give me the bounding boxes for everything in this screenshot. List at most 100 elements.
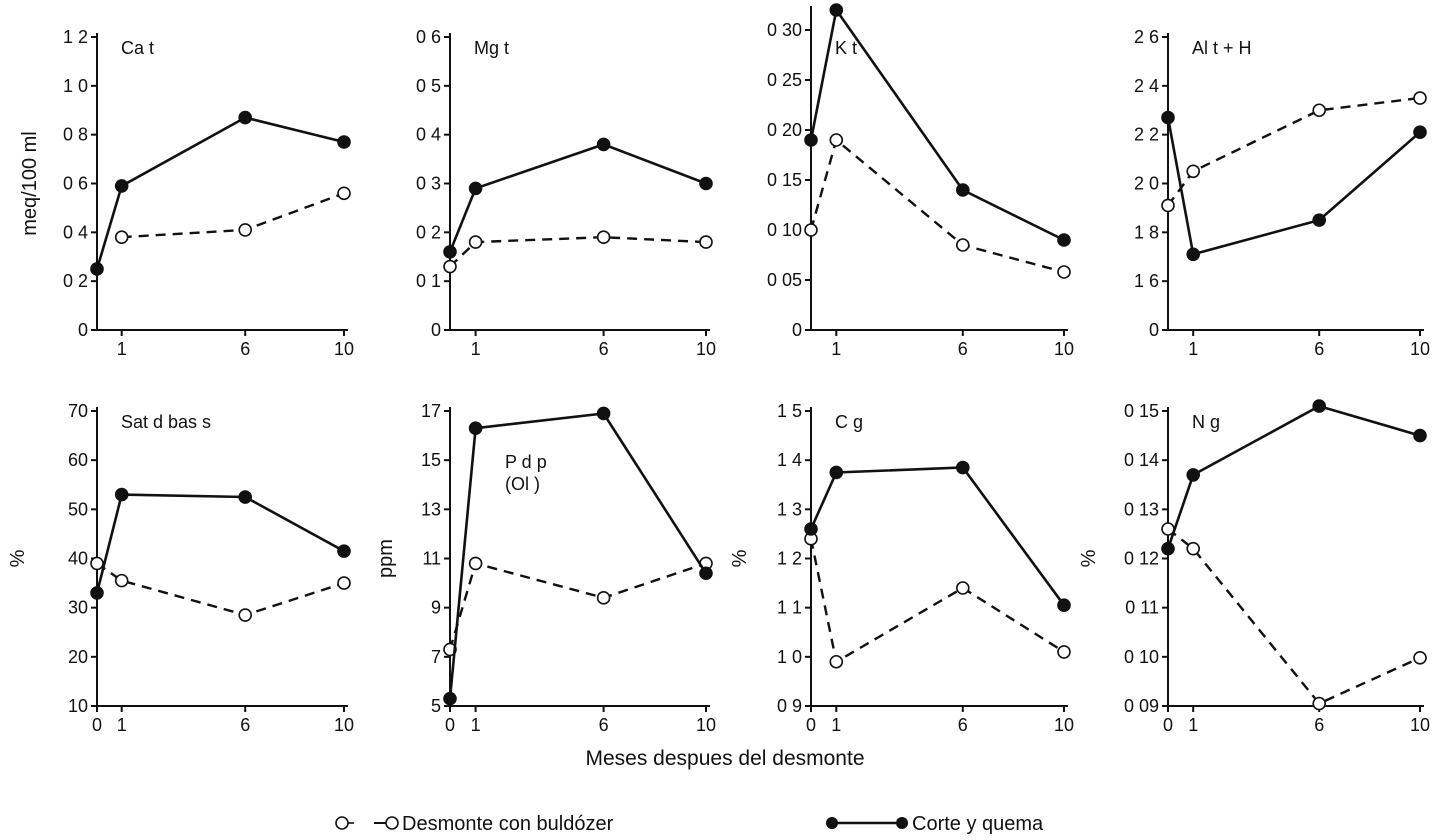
- y-tick-label: 60: [68, 450, 88, 470]
- legend-burn-symbol: [826, 817, 908, 829]
- chart-panel-7: 0 9 1 0 1 1 1 2 1 3 1 4 1 5 0 1 6 10 C g%: [729, 401, 1074, 735]
- y-tick-label: 9: [431, 598, 441, 618]
- data-point-burn: [337, 544, 351, 558]
- y-tick-label: 0: [792, 320, 802, 340]
- chart-panel-3: 0 0 05 0 10 0 15 0 20 0 25 0 30 1 6 10 K t: [767, 3, 1074, 359]
- x-tick-label: 10: [1054, 715, 1074, 735]
- data-point-bulldozer: [238, 223, 252, 237]
- data-point-burn: [90, 586, 104, 600]
- data-point-bulldozer: [829, 133, 844, 147]
- y-tick-label: 17: [421, 401, 441, 421]
- data-point-burn: [955, 460, 970, 475]
- y-tick-label: 1 2: [63, 27, 88, 47]
- y-tick-label: 0 20: [767, 120, 802, 140]
- data-point-burn: [1186, 468, 1200, 482]
- chart-title: C g: [835, 412, 863, 432]
- legend-burn-label: Corte y quema: [912, 813, 1044, 835]
- x-tick-label: 1: [471, 339, 481, 359]
- data-point-bulldozer: [468, 556, 483, 571]
- data-point-burn: [699, 176, 713, 191]
- data-point-burn: [468, 181, 483, 196]
- data-point-burn: [804, 522, 818, 536]
- data-point-burn: [829, 3, 844, 17]
- y-tick-label: 1 8: [1134, 222, 1159, 242]
- data-point-burn: [699, 566, 713, 581]
- data-point-burn: [804, 133, 818, 147]
- data-point-burn: [114, 487, 129, 502]
- data-point-bulldozer: [596, 230, 611, 245]
- series-line-burn: [809, 466, 1066, 606]
- y-tick-label: 2 4: [1134, 76, 1159, 96]
- y-tick-label: 0: [431, 320, 441, 340]
- y-tick-label: 0 15: [1124, 401, 1159, 421]
- data-point-bulldozer: [90, 556, 104, 571]
- legend-bulldozer-label: Desmonte con buldózer: [402, 813, 614, 835]
- data-point-bulldozer: [114, 573, 129, 588]
- data-point-bulldozer: [1186, 541, 1200, 556]
- y-tick-label: 0 6: [416, 27, 441, 47]
- series-line-burn: [448, 412, 708, 699]
- data-point-burn: [443, 245, 457, 259]
- data-point-bulldozer: [443, 642, 457, 657]
- data-point-burn: [468, 421, 483, 436]
- x-tick-label: 6: [599, 715, 609, 735]
- x-tick-label: 10: [696, 339, 716, 359]
- x-tick-label: 6: [958, 339, 968, 359]
- x-tick-label: 0: [92, 715, 102, 735]
- data-point-burn: [1413, 428, 1427, 443]
- series-line-bulldozer: [809, 137, 1065, 274]
- data-point-burn: [238, 490, 252, 504]
- data-point-bulldozer: [1057, 265, 1071, 279]
- y-tick-label: 2 2: [1134, 125, 1159, 145]
- data-point-bulldozer: [1413, 91, 1427, 105]
- y-tick-label: 2 0: [1134, 174, 1159, 194]
- x-tick-label: 6: [240, 339, 250, 359]
- y-tick-label: 20: [68, 647, 88, 667]
- x-tick-label: 6: [599, 339, 609, 359]
- series-line-burn: [95, 493, 345, 594]
- data-point-burn: [337, 135, 351, 149]
- chart-title: Al t + H: [1192, 38, 1252, 58]
- y-tick-label: 0 09: [1124, 696, 1159, 716]
- chart-title: Ca t: [121, 38, 154, 58]
- y-tick-label: 1 5: [777, 401, 802, 421]
- chart-panel-5: 10 20 30 40 50 60 70 0 1 6 10 Sat d bas s%: [7, 401, 354, 735]
- x-tick-label: 1: [117, 715, 127, 735]
- chart-panel-1: 0 0 2 0 4 0 6 0 8 1 0 1 2 1 6 10 Ca t meq/100 ml: [19, 27, 354, 359]
- series-line-bulldozer: [1167, 96, 1421, 207]
- x-tick-label: 6: [240, 715, 250, 735]
- y-tick-label: 0 13: [1124, 499, 1159, 519]
- series-line-bulldozer: [448, 561, 707, 650]
- y-tick-label: 0 25: [767, 70, 802, 90]
- series-line-bulldozer: [121, 192, 345, 239]
- chart-title: Mg t: [474, 38, 509, 58]
- data-point-bulldozer: [1057, 645, 1071, 659]
- data-point-burn: [443, 691, 457, 706]
- data-point-burn: [1413, 125, 1427, 140]
- x-tick-label: 1: [1188, 715, 1198, 735]
- x-tick-label: 10: [334, 715, 354, 735]
- y-tick-label: 0 10: [1124, 647, 1159, 667]
- data-point-bulldozer: [699, 235, 713, 249]
- x-tick-label: 10: [1054, 339, 1074, 359]
- y-tick-label: 1 1: [777, 598, 802, 618]
- x-tick-label: 6: [1314, 715, 1324, 735]
- chart-title: P d p: [505, 452, 547, 472]
- x-tick-label: 10: [334, 339, 354, 359]
- series-line-bulldozer: [1167, 528, 1421, 705]
- y-tick-label: 0 8: [63, 125, 88, 145]
- x-tick-label: 6: [1314, 339, 1324, 359]
- y-tick-label: 1 0: [777, 647, 802, 667]
- y-tick-label: 0 14: [1124, 450, 1159, 470]
- chart-panel-6: 5 7 9 11 13 15 17 0 1 6 10 P d p(Ol ) ppm: [375, 401, 716, 735]
- x-tick-label: 1: [831, 715, 841, 735]
- data-point-burn: [1186, 247, 1200, 262]
- data-point-bulldozer: [114, 230, 129, 245]
- y-tick-label: 13: [421, 499, 441, 519]
- x-tick-label: 0: [445, 715, 455, 735]
- series-line-bulldozer: [449, 235, 707, 268]
- data-point-burn: [1161, 541, 1175, 556]
- y-tick-label: 0 11: [1125, 598, 1159, 618]
